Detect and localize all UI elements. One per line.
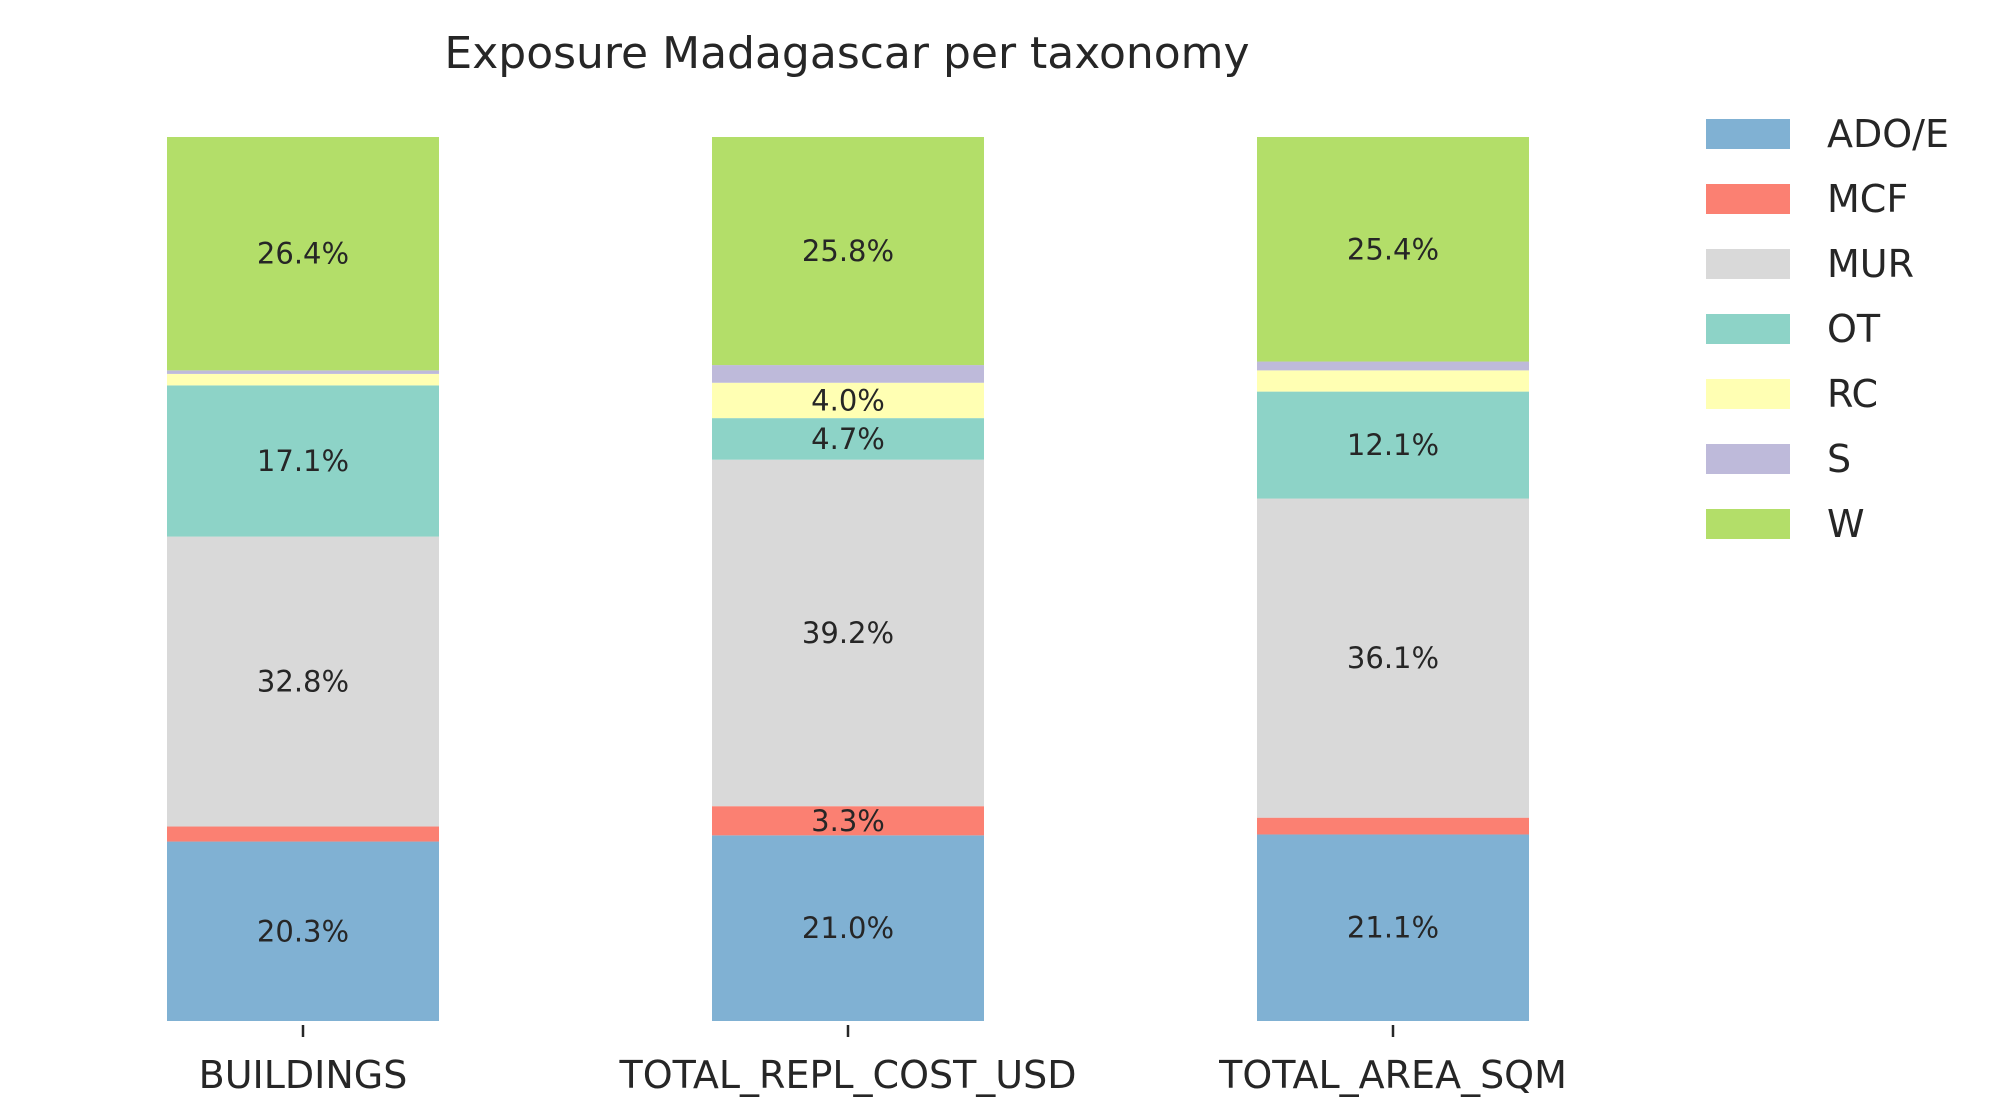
x-tick-label-total-area-sqm: TOTAL_AREA_SQM [1218,1053,1567,1097]
legend-label-w: W [1827,502,1865,546]
data-label-ado-e-total-repl-cost-usd: 21.0% [802,911,894,945]
data-label-rc-total-repl-cost-usd: 4.0% [811,383,885,417]
bars-layer [167,137,1529,1021]
data-label-ot-total-repl-cost-usd: 4.7% [811,422,885,456]
bar-segment-ot-total-area-sqm [1257,391,1529,499]
data-label-mur-total-repl-cost-usd: 39.2% [802,616,894,650]
legend-label-s: S [1827,437,1851,481]
legend-label-mcf: MCF [1827,177,1908,221]
bar-segment-mcf-total-repl-cost-usd [712,806,984,836]
bar-segment-ado-e-total-repl-cost-usd [712,835,984,1021]
bar-segment-s-buildings [167,370,439,374]
data-label-ado-e-total-area-sqm: 21.1% [1347,911,1439,945]
bar-segment-w-buildings [167,137,439,371]
legend-swatch-w [1706,509,1790,539]
legend: ADO/E MCF MUR OT RC SW [1706,112,1949,546]
legend-swatch-ado-e [1706,119,1790,149]
bar-segment-s-total-area-sqm [1257,361,1529,371]
legend-swatch-mcf [1706,184,1790,214]
bar-segment-rc-buildings [167,373,439,386]
bar-segment-ot-total-repl-cost-usd [712,418,984,460]
data-label-mur-buildings: 32.8% [257,665,349,699]
legend-swatch-ot [1706,314,1790,344]
legend-label-ado-e: ADO/E [1827,112,1949,156]
data-label-ot-buildings: 17.1% [257,444,349,478]
legend-swatch-s [1706,444,1790,474]
legend-swatch-rc [1706,379,1790,409]
bar-segment-ado-e-total-area-sqm [1257,834,1529,1021]
data-label-ado-e-buildings: 20.3% [257,914,349,948]
data-label-mcf-total-repl-cost-usd: 3.3% [811,804,885,838]
bar-segment-mcf-total-area-sqm [1257,817,1529,835]
legend-label-mur: MUR [1827,242,1914,286]
x-tick-label-total-repl-cost-usd: TOTAL_REPL_COST_USD [618,1053,1076,1097]
bar-segment-ot-buildings [167,385,439,537]
data-labels-layer: 20.3% 32.8% 17.1% 26.4% 21.0% 3.3% 39.2% 4.7% 4.… [257,232,1439,948]
bar-segment-ado-e-buildings [167,841,439,1021]
data-label-mur-total-area-sqm: 36.1% [1347,641,1439,675]
x-axis: BUILDINGS TOTAL_REPL_COST_USD TOTAL_AREA_S… [199,1025,1567,1097]
bar-segment-w-total-repl-cost-usd [712,137,984,366]
bar-segment-mur-total-area-sqm [1257,498,1529,818]
data-label-w-total-area-sqm: 25.4% [1347,232,1439,266]
data-label-ot-total-area-sqm: 12.1% [1347,428,1439,462]
x-tick-label-buildings: BUILDINGS [199,1053,408,1097]
data-label-w-buildings: 26.4% [257,237,349,271]
bar-segment-s-total-repl-cost-usd [712,365,984,383]
bar-segment-rc-total-repl-cost-usd [712,382,984,419]
legend-swatch-mur [1706,249,1790,279]
bar-segment-w-total-area-sqm [1257,137,1529,362]
bar-segment-rc-total-area-sqm [1257,370,1529,392]
bar-segment-mcf-buildings [167,826,439,842]
legend-label-ot: OT [1827,307,1881,351]
bar-segment-mur-total-repl-cost-usd [712,459,984,807]
legend-label-rc: RC [1827,372,1878,416]
bar-segment-mur-buildings [167,536,439,827]
chart-title: Exposure Madagascar per taxonomy [444,28,1249,79]
data-label-w-total-repl-cost-usd: 25.8% [802,234,894,268]
